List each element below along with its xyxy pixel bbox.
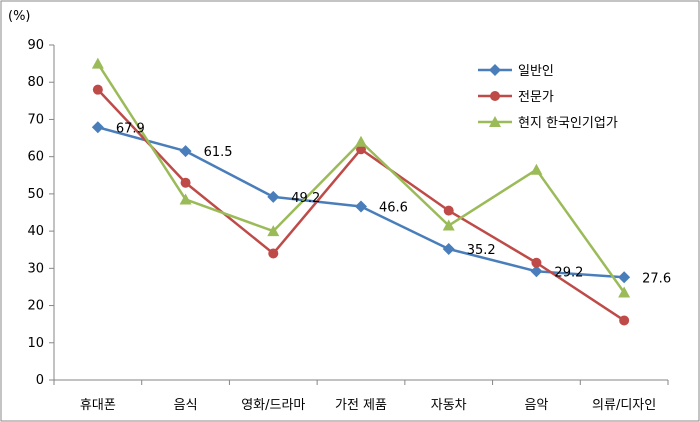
x-tick-label: 영화/드라마 (241, 398, 305, 413)
legend-item-2: 전문가 (478, 90, 554, 105)
x-tick-label: 가전 제품 (335, 398, 387, 413)
data-point-triangle (442, 219, 455, 231)
data-point-diamond (530, 265, 543, 278)
data-label: 67.9 (116, 121, 145, 136)
data-point-circle (490, 91, 500, 101)
x-tick-label: 자동차 (431, 398, 467, 413)
legend-item-1: 일반인 (478, 64, 554, 79)
data-point-circle (268, 248, 279, 259)
data-label: 49.2 (291, 191, 320, 206)
legend-item-3: 현지 한국인기업가 (478, 116, 618, 131)
data-point-diamond (489, 64, 501, 76)
data-labels: 67.9 61.5 49.2 46.6 35.2 29.2 27.6 (116, 121, 671, 286)
data-point-circle (531, 257, 542, 268)
legend-label: 전문가 (518, 90, 554, 105)
data-label: 46.6 (379, 201, 408, 216)
data-point-triangle (618, 286, 631, 298)
legend-label: 현지 한국인기업가 (518, 116, 618, 131)
data-point-circle (92, 84, 103, 95)
data-label: 61.5 (204, 145, 233, 160)
x-tick-label: 음식 (174, 398, 198, 413)
y-tick-label: 30 (27, 261, 44, 276)
data-point-circle (180, 177, 191, 188)
y-tick-label: 50 (27, 187, 44, 202)
data-point-diamond (355, 200, 367, 213)
data-point-triangle (179, 193, 192, 205)
series-1 (91, 121, 631, 284)
y-tick-label: 60 (27, 150, 44, 165)
y-tick-label: 0 (36, 373, 44, 388)
y-unit-label: (%) (8, 9, 31, 24)
series-layer (91, 57, 631, 326)
data-point-triangle (530, 163, 543, 175)
data-point-circle (443, 205, 454, 216)
data-point-triangle (267, 225, 280, 237)
data-label: 35.2 (467, 243, 496, 258)
x-tick-label: 의류/디자인 (592, 398, 656, 413)
data-point-circle (619, 315, 630, 326)
data-point-diamond (618, 271, 631, 284)
data-point-triangle (489, 116, 501, 127)
x-tick-label: 휴대폰 (80, 398, 116, 413)
y-tick-label: 70 (27, 112, 44, 127)
y-tick-label: 40 (27, 224, 44, 239)
x-tick-label: 음악 (524, 398, 548, 413)
y-tick-label: 90 (27, 38, 44, 53)
series-2 (92, 84, 630, 326)
data-point-diamond (267, 190, 280, 203)
legend-label: 일반인 (518, 64, 554, 79)
data-point-diamond (91, 121, 104, 134)
data-label: 29.2 (554, 265, 583, 280)
y-tick-label: 10 (27, 336, 44, 351)
y-tick-label: 80 (27, 75, 44, 90)
y-tick-label: 20 (27, 299, 44, 314)
series-3 (91, 57, 631, 298)
data-label: 27.6 (642, 271, 671, 286)
data-point-diamond (179, 145, 192, 158)
data-point-triangle (91, 57, 104, 69)
data-point-triangle (355, 135, 367, 147)
data-point-diamond (442, 242, 455, 255)
axes: 0 10 20 30 40 50 60 70 80 90 휴대폰 음식 영화/드라마 가전 제품 자동차 음악… (27, 38, 669, 413)
